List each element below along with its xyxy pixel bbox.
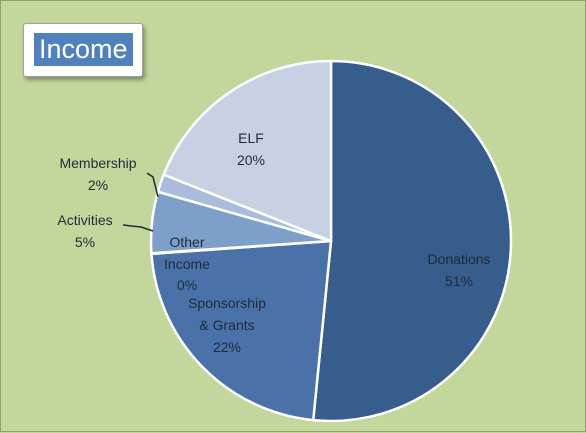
pie-slice-elf (162, 59, 333, 243)
pie-slices (149, 59, 513, 423)
slice-labels: Donations 51% Sponsorship & Grants 22% O… (57, 130, 490, 355)
slice-label-sponsorship-line1: Sponsorship (188, 295, 266, 311)
leader-line-activities (122, 224, 154, 232)
slice-label-other-income-line2: Income (164, 256, 210, 272)
slice-label-donations: Donations (427, 251, 490, 267)
leader-line-membership (146, 172, 159, 198)
chart-title-box: Income (23, 23, 143, 77)
slice-label-elf: ELF (238, 130, 264, 146)
pie-slice-sponsorship-grants (150, 239, 333, 422)
pie-slice-donations (311, 59, 513, 423)
chart-title: Income (34, 33, 133, 66)
leader-lines (122, 172, 159, 232)
slice-label-membership: Membership (59, 155, 136, 171)
slice-label-sponsorship-line2: & Grants (199, 317, 254, 333)
slice-value-activities: 5% (75, 234, 95, 250)
slice-value-donations: 51% (445, 273, 473, 289)
slice-value-membership: 2% (88, 177, 108, 193)
slice-label-activities: Activities (57, 212, 112, 228)
slice-value-sponsorship: 22% (213, 339, 241, 355)
slice-value-other-income: 0% (177, 277, 197, 293)
slice-value-elf: 20% (237, 152, 265, 168)
slice-label-other-income-line1: Other (169, 234, 204, 250)
